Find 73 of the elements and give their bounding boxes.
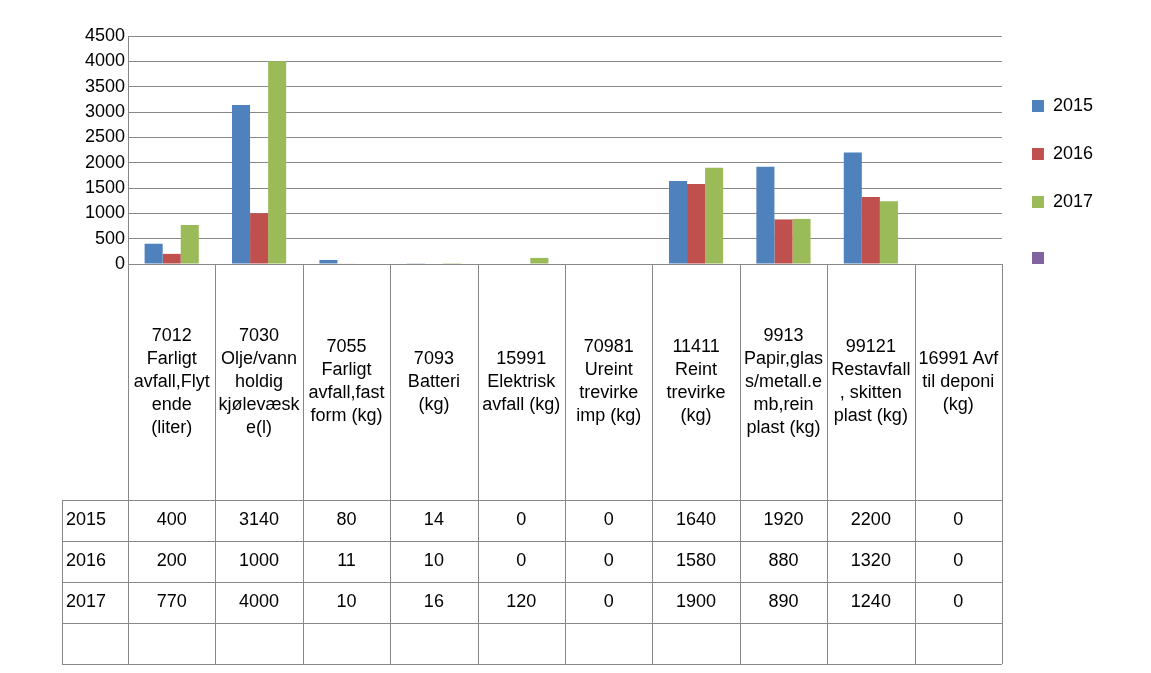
data-label: 0	[603, 591, 614, 612]
bar	[268, 61, 287, 264]
bar	[756, 166, 775, 264]
text: 2016	[66, 550, 107, 571]
data-label: 0	[953, 550, 964, 571]
bar	[144, 243, 163, 264]
y-tick-label: 500	[94, 227, 125, 248]
data-label: 10	[336, 591, 357, 612]
x-tick-label: 70981 Ureint trevirke imp (kg)	[576, 336, 642, 426]
y-tick-label: 0	[114, 252, 125, 273]
bar	[792, 218, 811, 264]
y-tick-label: 3500	[84, 75, 125, 96]
x-tick-label: 99121 Restavfall, skitten plast (kg)	[831, 336, 911, 426]
bar	[879, 201, 898, 264]
bar	[250, 213, 269, 264]
data-label: 120	[506, 591, 537, 612]
x-tick-label: 11411 Reint trevirke (kg)	[666, 336, 726, 426]
y-tick-label: 2500	[84, 126, 125, 147]
data-label: 200	[156, 550, 187, 571]
y-tick-label: 1000	[84, 202, 125, 223]
bar	[774, 219, 793, 264]
y-tick-label: 2000	[84, 151, 125, 172]
bar	[162, 253, 181, 264]
data-label: 1900	[676, 591, 717, 612]
data-label: 10	[423, 550, 444, 571]
bar	[861, 197, 880, 264]
data-label: 890	[768, 591, 799, 612]
data-label: 0	[953, 509, 964, 530]
data-label: 1580	[676, 550, 717, 571]
x-tick-label: 9913 Papir,glass/metall.emb,rein plast (kg)	[743, 324, 823, 437]
bar	[843, 152, 862, 264]
legend-label: 2015	[1052, 94, 1093, 115]
data-label: 1920	[763, 509, 804, 530]
x-tick-label: 7030 Olje/vannholdig kjølevæske(l)	[218, 324, 301, 437]
x-tick-label: 7012 Farligt avfall,Flytende (liter)	[133, 324, 210, 437]
x-tick-label: 7093 Batteri (kg)	[407, 347, 460, 414]
data-label: 0	[603, 509, 614, 530]
bar	[319, 259, 338, 264]
data-label: 0	[603, 550, 614, 571]
legend-label: 2017	[1052, 190, 1093, 211]
y-tick-label: 1500	[84, 176, 125, 197]
bar	[705, 167, 724, 264]
y-tick-label: 3000	[84, 100, 125, 121]
data-label: 0	[516, 550, 527, 571]
x-tick-label: 7055 Farligt avfall,fast form (kg)	[308, 336, 385, 426]
data-label: 1000	[239, 550, 280, 571]
text: 2015	[66, 509, 107, 530]
text: 2017	[66, 591, 107, 612]
data-label: 400	[156, 509, 187, 530]
legend-label: 2016	[1052, 142, 1093, 163]
x-tick-label: 16991 Avf til deponi (kg)	[918, 347, 1000, 414]
data-label: 3140	[239, 509, 280, 530]
data-label: 2200	[850, 509, 891, 530]
data-label: 16	[423, 591, 444, 612]
data-label: 4000	[239, 591, 280, 612]
data-label: 80	[336, 509, 357, 530]
bar	[232, 104, 251, 264]
data-label: 14	[423, 509, 444, 530]
data-label: 880	[768, 550, 799, 571]
data-label: 770	[156, 591, 187, 612]
bar	[530, 257, 549, 264]
bar	[668, 180, 688, 264]
data-label: 11	[337, 550, 356, 571]
bar	[180, 224, 199, 264]
bar	[687, 183, 706, 264]
y-tick-label: 4000	[84, 50, 125, 71]
y-tick-label: 4500	[84, 24, 125, 45]
data-label: 1320	[850, 550, 891, 571]
data-label: 0	[953, 591, 964, 612]
data-label: 1240	[850, 591, 891, 612]
data-label: 0	[516, 509, 527, 530]
x-tick-label: 15991 Elektrisk avfall (kg)	[482, 347, 561, 414]
data-label: 1640	[676, 509, 717, 530]
